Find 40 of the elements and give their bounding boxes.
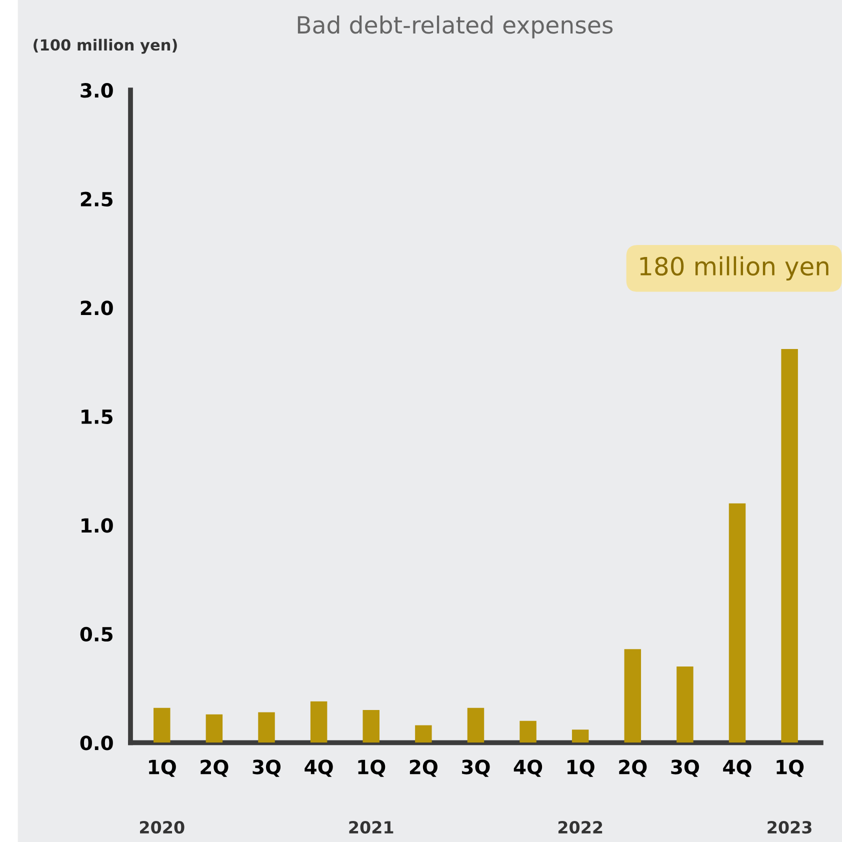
bar bbox=[676, 666, 694, 743]
y-tick-label: 2.0 bbox=[80, 300, 113, 316]
text: 2022 bbox=[558, 820, 602, 834]
x-tick-label: 3Q bbox=[252, 760, 281, 777]
bar bbox=[310, 701, 328, 743]
x-tick-label: 4Q bbox=[723, 760, 752, 777]
y-tick-label: 3.0 bbox=[80, 83, 113, 98]
text: 2020 bbox=[140, 820, 184, 834]
x-tick-label: 2Q bbox=[410, 760, 438, 777]
y-tick-label: 1.5 bbox=[82, 410, 112, 424]
bar bbox=[258, 712, 275, 743]
bar bbox=[520, 720, 536, 743]
x-tick-label: 3Q bbox=[462, 760, 490, 777]
x-tick-label: 4Q bbox=[304, 760, 333, 777]
bar bbox=[362, 710, 380, 743]
x-tick-label: 1Q bbox=[358, 760, 386, 777]
x-tick-label: 3Q bbox=[671, 760, 700, 777]
x-tick-label: 1Q bbox=[776, 760, 804, 777]
chart-title: Bad debt-related expenses bbox=[298, 16, 613, 38]
text: 2021 bbox=[349, 820, 394, 834]
bar bbox=[154, 708, 170, 743]
text: 2023 bbox=[768, 820, 812, 834]
y-axis-title: (100 million yen) bbox=[34, 38, 177, 54]
bar bbox=[624, 649, 642, 743]
x-tick-label: 2Q bbox=[200, 760, 228, 777]
y-tick-label: 2.5 bbox=[80, 192, 112, 207]
bar bbox=[467, 708, 484, 743]
y-tick-label: 0.0 bbox=[80, 736, 113, 750]
bar bbox=[728, 503, 746, 743]
x-tick-label: 2Q bbox=[619, 760, 647, 777]
annotation: 180 million yen bbox=[640, 256, 828, 280]
bar bbox=[206, 714, 223, 743]
y-tick-label: 1.0 bbox=[82, 518, 113, 533]
y-tick-label: 0.5 bbox=[80, 626, 112, 642]
x-tick-label: 1Q bbox=[149, 760, 176, 777]
bar bbox=[781, 348, 798, 743]
x-tick-label: 1Q bbox=[568, 760, 594, 777]
bar bbox=[415, 725, 432, 743]
x-tick-label: 4Q bbox=[514, 760, 542, 777]
bar bbox=[572, 730, 589, 743]
